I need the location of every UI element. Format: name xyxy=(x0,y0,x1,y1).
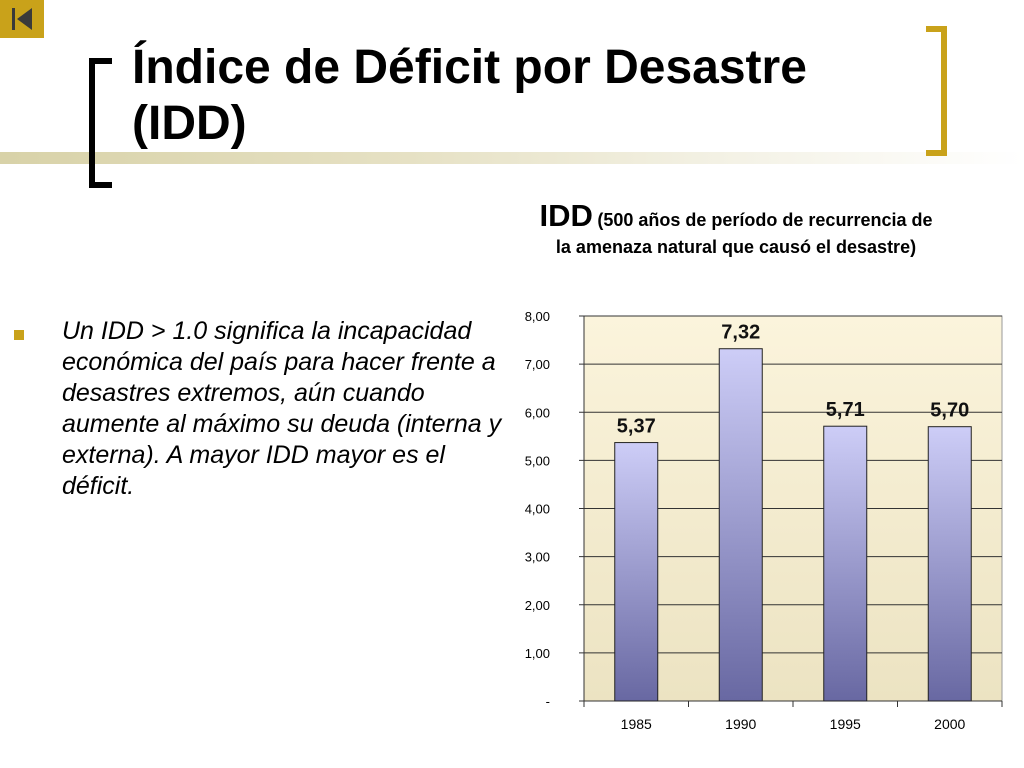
bar-1995 xyxy=(823,425,868,702)
y-tick-label: - xyxy=(546,694,550,709)
back-button[interactable] xyxy=(0,0,44,38)
y-tick-label: 8,00 xyxy=(525,309,550,324)
bullet-square-icon xyxy=(14,330,24,340)
y-tick-label: 4,00 xyxy=(525,502,550,517)
data-label: 7,32 xyxy=(721,322,760,344)
x-tick-label: 1985 xyxy=(621,716,652,732)
left-bracket xyxy=(89,58,112,188)
chart-title-main: IDD xyxy=(539,198,593,233)
bullet-text: Un IDD > 1.0 significa la incapacidad ec… xyxy=(62,317,502,500)
title-band xyxy=(0,152,1024,164)
y-tick-label: 1,00 xyxy=(525,646,550,661)
bar-1985 xyxy=(614,442,659,702)
x-tick-label: 1990 xyxy=(725,716,756,732)
x-tick-label: 2000 xyxy=(934,716,965,732)
y-tick-label: 2,00 xyxy=(525,598,550,613)
right-bracket xyxy=(926,26,947,156)
bar-1990 xyxy=(718,348,763,702)
data-label: 5,37 xyxy=(617,416,656,438)
chart-title: IDD (500 años de período de recurrencia … xyxy=(536,198,936,261)
y-tick-label: 5,00 xyxy=(525,453,550,468)
x-tick-label: 1995 xyxy=(830,716,861,732)
bar-2000 xyxy=(927,426,972,702)
data-label: 5,71 xyxy=(826,399,865,421)
data-label: 5,70 xyxy=(930,400,969,422)
y-tick-label: 7,00 xyxy=(525,357,550,372)
idd-bar-chart: - 1,00 2,00 3,00 4,00 5,00 6,00 7,00 8,00 5,37 198… xyxy=(525,309,1003,732)
chart-subtitle: (500 años de período de recurrencia de l… xyxy=(555,210,933,257)
bullet-list: Un IDD > 1.0 significa la incapacidad ec… xyxy=(14,316,504,502)
page-title: Índice de Déficit por Desastre (IDD) xyxy=(132,41,807,150)
y-tick-label: 6,00 xyxy=(525,405,550,420)
skip-back-icon xyxy=(12,8,32,30)
y-tick-label: 3,00 xyxy=(525,550,550,565)
